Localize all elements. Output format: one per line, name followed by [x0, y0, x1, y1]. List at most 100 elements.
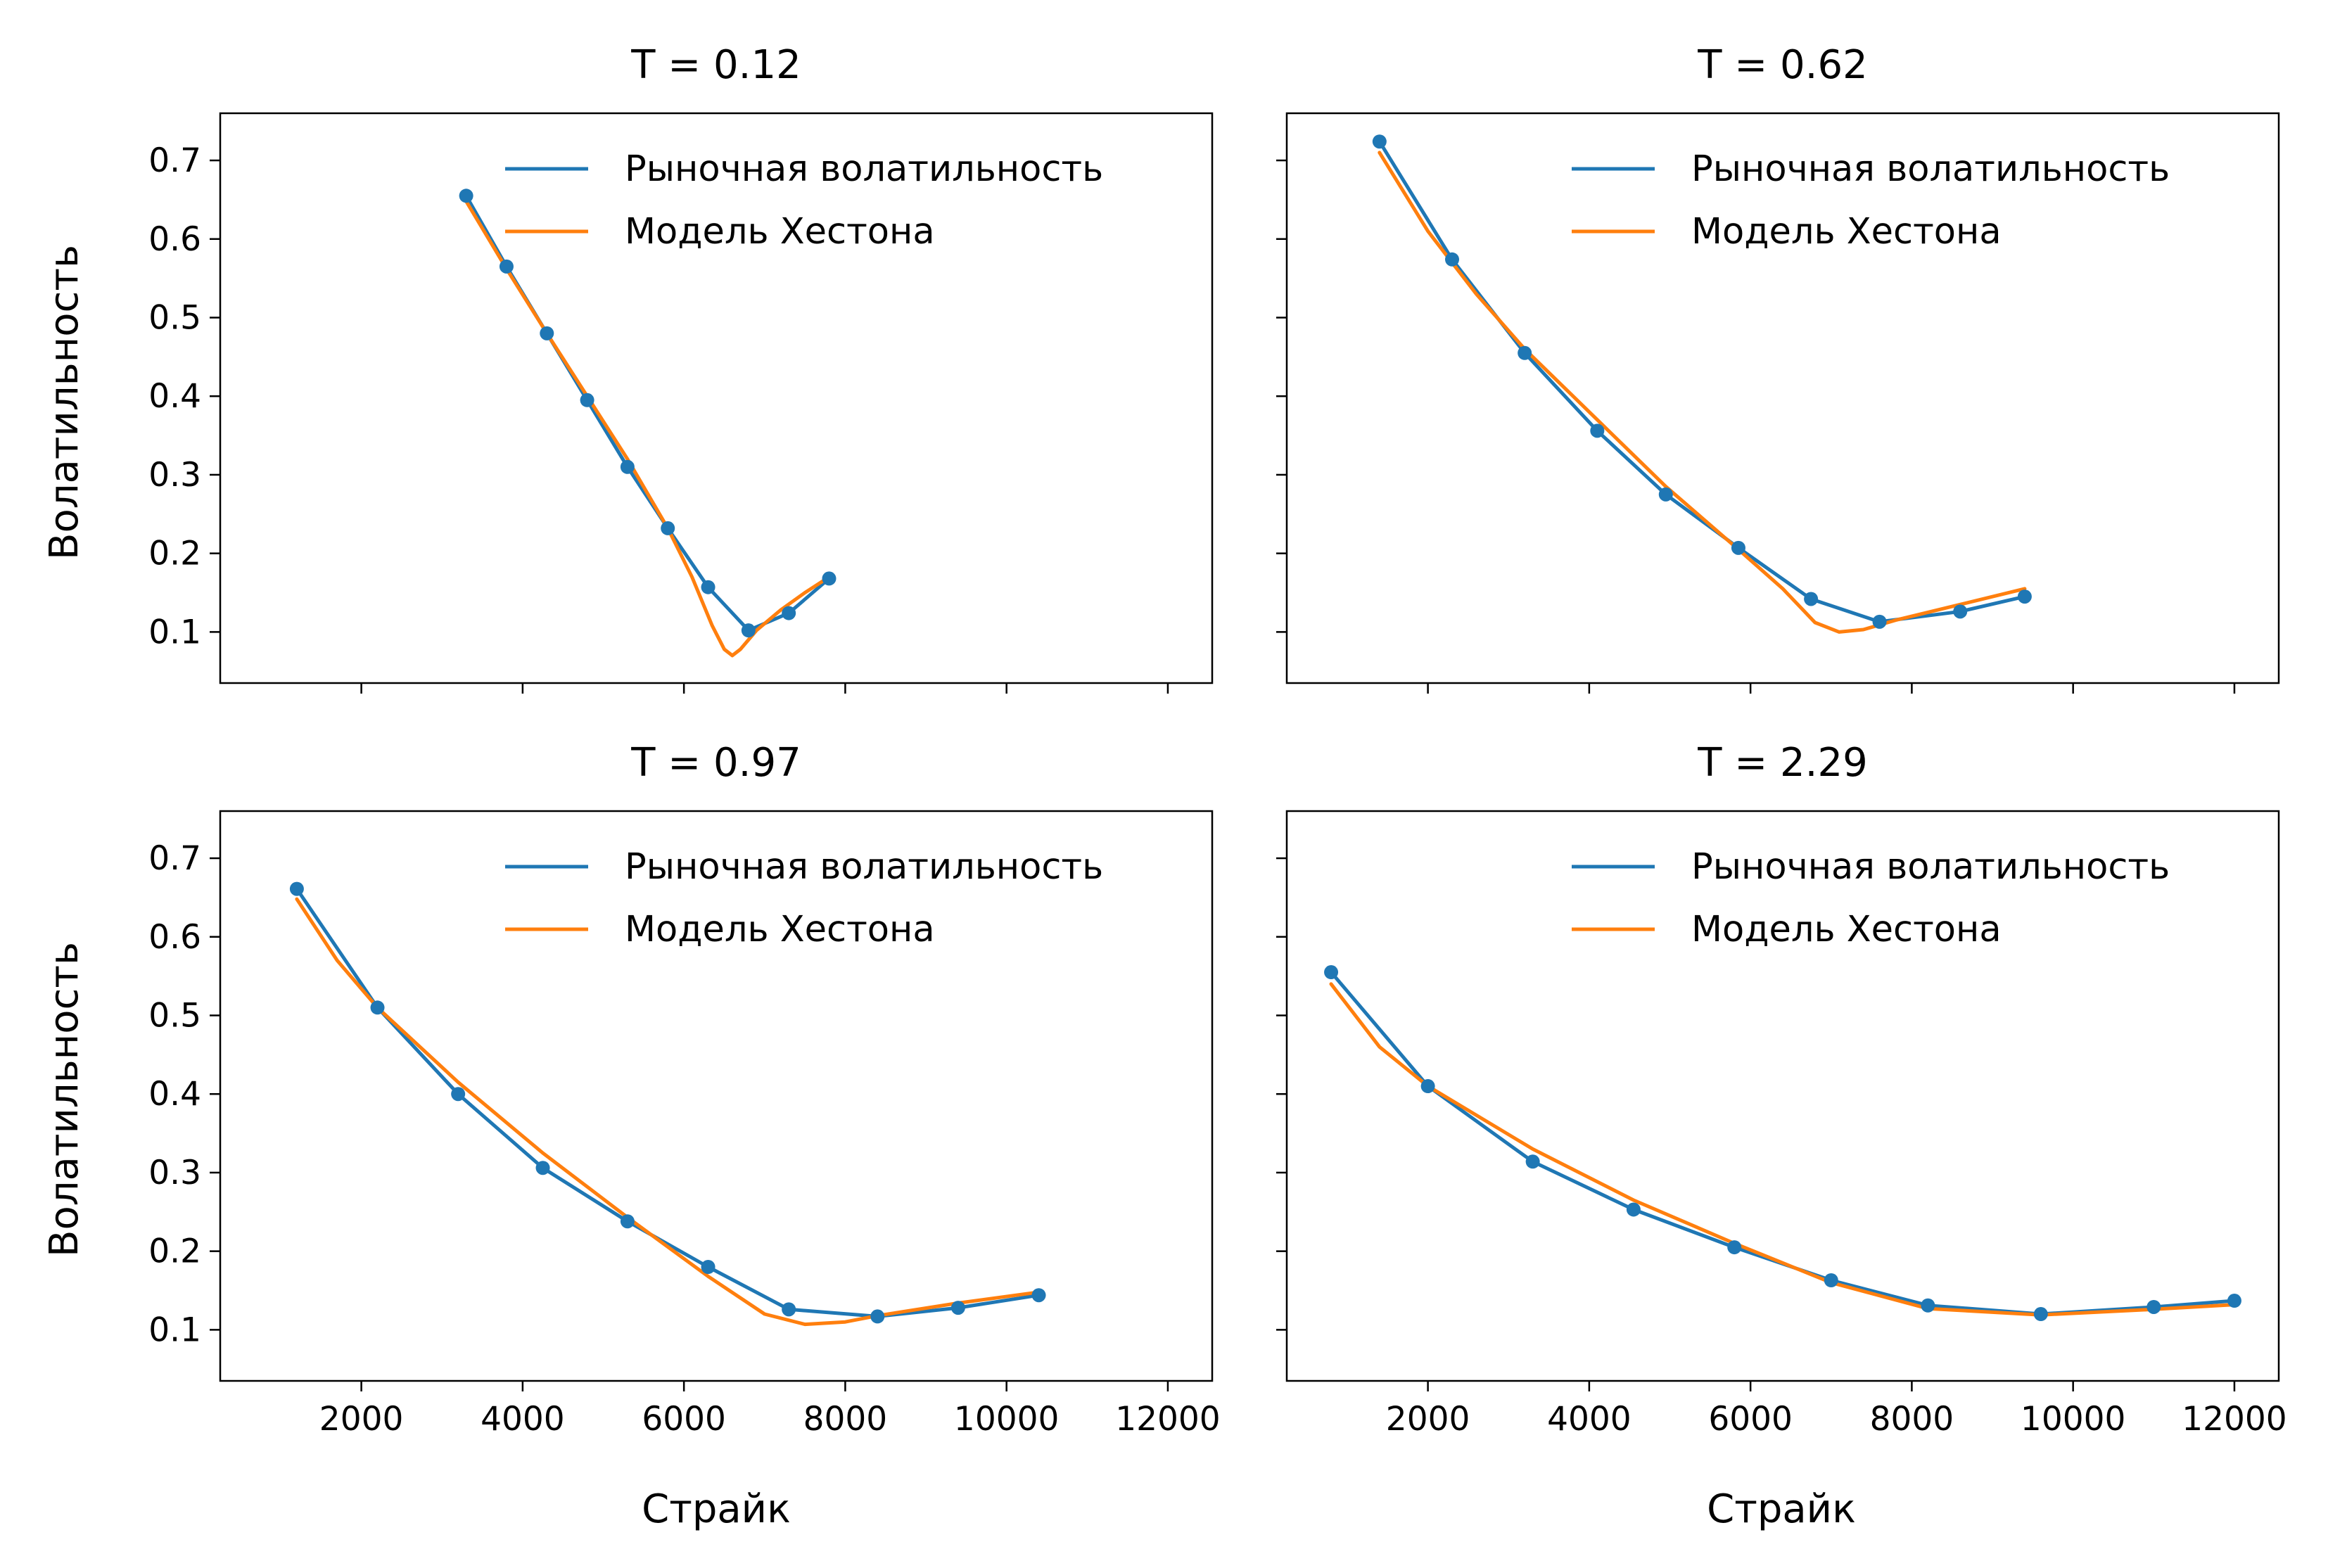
data-point [1824, 1273, 1838, 1287]
plot-area [459, 189, 837, 658]
legend: Рыночная волатильность Модель Хестона [1572, 846, 2170, 950]
data-point [2017, 589, 2032, 604]
data-point [451, 1087, 466, 1102]
y-tick-label: 0.2 [148, 535, 201, 573]
legend-label: Модель Хестона [625, 909, 935, 950]
subplot-4: T = 2.29 2000 4000 6000 8000 10000 12000 Рыночн… [1276, 740, 2287, 1439]
subplot-1: T = 0.12 0.1 0.2 0.3 0.4 0.5 0.6 0.7 Рыночная во… [148, 42, 1214, 694]
x-axis-label-right: Страйк [1707, 1486, 1856, 1532]
data-point [1658, 487, 1673, 502]
x-tick-label: 8000 [803, 1400, 888, 1439]
x-tick-label: 4000 [1547, 1400, 1631, 1439]
legend-label: Модель Хестона [1691, 909, 2002, 950]
data-point [580, 393, 594, 407]
data-point [2146, 1299, 2161, 1314]
data-point [2227, 1294, 2241, 1308]
data-point [1590, 423, 1605, 438]
x-tick-label: 10000 [954, 1400, 1060, 1439]
data-point [870, 1309, 885, 1324]
data-point [1804, 592, 1819, 606]
x-tick-label: 8000 [1870, 1400, 1954, 1439]
axes-frame [219, 810, 1214, 1382]
data-point [1031, 1288, 1046, 1303]
legend-label: Рыночная волатильность [625, 148, 1103, 190]
y-tick-label: 0.7 [148, 141, 201, 180]
data-point [1953, 604, 1968, 619]
x-tick-label: 12000 [2182, 1400, 2287, 1439]
series-line-heston [464, 199, 831, 658]
subplot-title: T = 0.97 [630, 740, 801, 786]
y-tick-label: 0.4 [148, 377, 201, 416]
y-tick-label: 0.5 [148, 996, 201, 1035]
x-tick-label: 6000 [1708, 1400, 1793, 1439]
data-point [1731, 540, 1745, 555]
y-tick-label: 0.6 [148, 918, 201, 957]
subplot-title: T = 2.29 [1697, 740, 1867, 786]
y-tick-label: 0.3 [148, 1154, 201, 1192]
y-tick-label: 0.5 [148, 298, 201, 337]
x-tick-label: 2000 [1386, 1400, 1470, 1439]
data-point [822, 571, 837, 586]
y-axis-label-bottom: Волатильность [42, 942, 87, 1257]
y-tick-label: 0.7 [148, 839, 201, 878]
data-point [499, 259, 514, 274]
legend: Рыночная волатильность Модель Хестона [1572, 148, 2170, 253]
x-tick-label: 2000 [319, 1400, 404, 1439]
plot-area [1324, 965, 2241, 1322]
y-tick-label: 0.1 [148, 1311, 201, 1349]
legend: Рыночная волатильность Модель Хестона [505, 148, 1103, 253]
y-tick-label: 0.4 [148, 1075, 201, 1114]
data-point [620, 459, 635, 474]
legend-label: Рыночная волатильность [625, 846, 1103, 888]
data-point [2033, 1307, 2048, 1322]
x-tick-label: 6000 [642, 1400, 726, 1439]
legend: Рыночная волатильность Модель Хестона [505, 846, 1103, 950]
y-tick-label: 0.1 [148, 613, 201, 651]
legend-label: Модель Хестона [625, 211, 935, 253]
legend-label: Рыночная волатильность [1691, 846, 2170, 888]
data-point [1372, 134, 1387, 149]
data-point [661, 521, 675, 535]
x-tick-label: 4000 [481, 1400, 565, 1439]
axes-frame [1285, 112, 2280, 684]
data-point [620, 1214, 635, 1229]
legend-label: Модель Хестона [1691, 211, 2002, 253]
legend-label: Рыночная волатильность [1691, 148, 2170, 190]
data-point [950, 1301, 965, 1315]
series-line-market [295, 887, 1041, 1318]
data-point [540, 326, 554, 340]
data-point [1420, 1079, 1435, 1094]
data-point [1921, 1298, 1935, 1313]
data-point [782, 1302, 796, 1317]
data-point [701, 1260, 715, 1274]
plot-area [1372, 134, 2032, 634]
data-point [370, 1000, 385, 1015]
data-point [1445, 252, 1459, 267]
subplot-3: T = 0.97 0.1 0.2 0.3 0.4 0.5 0.6 0.7 2000 4000 600… [148, 740, 1220, 1439]
y-axis-label-top: Волатильность [42, 245, 87, 560]
data-point [1525, 1154, 1540, 1169]
data-point [459, 189, 473, 203]
subplot-2: T = 0.62 Рыночная волатильность Модель Хес… [1276, 42, 2280, 694]
data-point [535, 1161, 550, 1175]
data-point [701, 580, 715, 594]
y-tick-label: 0.2 [148, 1232, 201, 1271]
axes-frame [1285, 810, 2280, 1382]
series-line-heston [1378, 151, 2027, 634]
subplot-title: T = 0.62 [1697, 42, 1867, 88]
subplot-title: T = 0.12 [630, 42, 801, 88]
data-point [741, 623, 756, 638]
data-point [1872, 614, 1887, 629]
data-point [289, 881, 304, 896]
data-point [1324, 965, 1339, 980]
y-tick-label: 0.6 [148, 220, 201, 259]
x-tick-label: 10000 [2021, 1400, 2126, 1439]
data-point [1626, 1202, 1641, 1217]
x-axis-label-left: Страйк [642, 1486, 791, 1532]
plot-area [289, 881, 1046, 1327]
axes-frame [219, 112, 1214, 684]
data-point [782, 606, 796, 620]
data-point [1518, 345, 1532, 360]
x-tick-label: 12000 [1115, 1400, 1221, 1439]
